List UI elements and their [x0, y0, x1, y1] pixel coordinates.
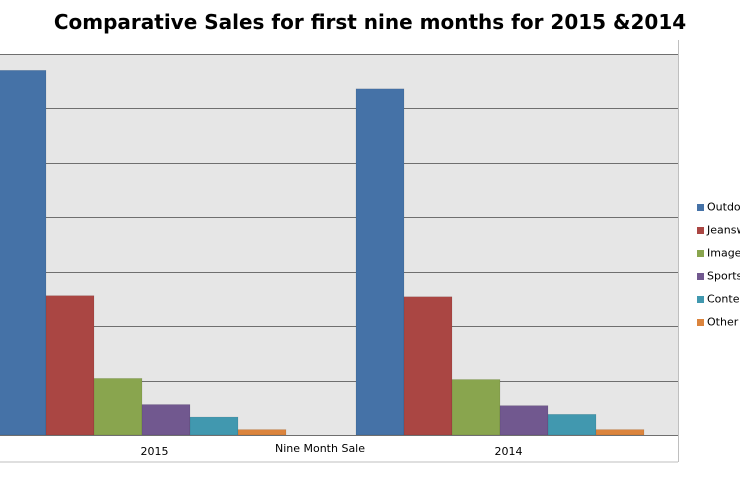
legend-swatch [697, 295, 704, 303]
bar [189, 416, 239, 436]
legend-label: Conte [707, 292, 740, 306]
x-tick-label: 2015 [141, 445, 169, 458]
bar [45, 295, 95, 436]
legend-item: Outdo [697, 200, 740, 214]
bar [141, 404, 191, 436]
bar [547, 414, 597, 436]
bar [0, 70, 47, 436]
chart-title: Comparative Sales for first nine months … [53, 10, 687, 34]
legend-swatch [697, 203, 704, 211]
legend-swatch [697, 318, 704, 326]
legend-item: Conte [697, 292, 739, 306]
plot-background [0, 54, 678, 435]
legend-label: Sports [707, 269, 740, 283]
legend-item: Other [697, 315, 738, 329]
legend-swatch [697, 272, 704, 280]
x-axis-title: Nine Month Sale [274, 442, 366, 455]
legend-label: Other [707, 315, 739, 329]
legend-label: Image [707, 246, 740, 260]
bar [93, 378, 143, 436]
legend-item: Jeansw [697, 223, 740, 237]
legend-label: Jeansw [707, 223, 740, 237]
legend-item: Image [697, 246, 740, 260]
bar [355, 88, 405, 436]
bar [237, 429, 287, 436]
bar [595, 429, 645, 436]
legend-item: Sports [697, 269, 740, 283]
legend-swatch [697, 249, 704, 257]
bar [403, 296, 453, 436]
x-tick-label: 2014 [495, 445, 523, 458]
legend-swatch [697, 226, 704, 234]
bar [451, 379, 501, 436]
bar [499, 405, 549, 436]
legend-label: Outdo [707, 200, 740, 214]
